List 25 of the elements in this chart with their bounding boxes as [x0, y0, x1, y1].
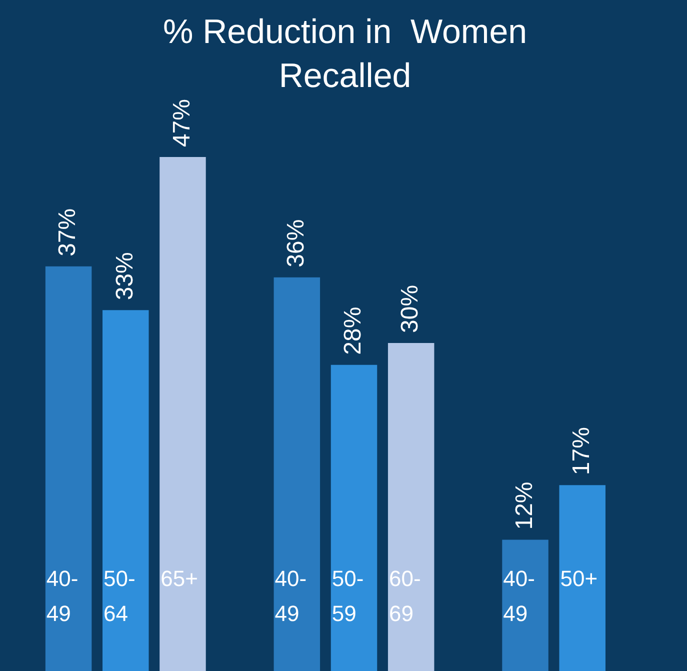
x-tick-label: 40-49 [46, 566, 78, 626]
bar [502, 540, 548, 671]
data-label: 30% [396, 284, 424, 333]
bar [160, 157, 206, 671]
bar [274, 277, 320, 671]
x-tick-label: 50-59 [332, 566, 364, 626]
bar [45, 266, 92, 671]
data-label: 17% [568, 427, 595, 476]
data-label: 33% [111, 252, 138, 300]
x-tick-label: 60-69 [388, 566, 421, 626]
bar [559, 485, 606, 671]
data-label: 28% [340, 306, 367, 355]
x-tick-label: 50+ [560, 566, 598, 591]
bar [102, 310, 149, 671]
data-label: 36% [282, 219, 310, 268]
x-tick-label: 65+ [160, 566, 198, 591]
x-tick-label: 40-49 [274, 566, 307, 626]
chart-title: % Reduction in Women Recalled [162, 12, 528, 97]
data-label: 37% [54, 208, 82, 256]
data-label: 47% [168, 99, 196, 148]
bar [388, 342, 434, 671]
bar [330, 364, 378, 671]
data-label: 12% [510, 482, 538, 530]
x-tick-label: 50-64 [104, 566, 136, 626]
x-tick-label: 40-49 [503, 566, 535, 626]
